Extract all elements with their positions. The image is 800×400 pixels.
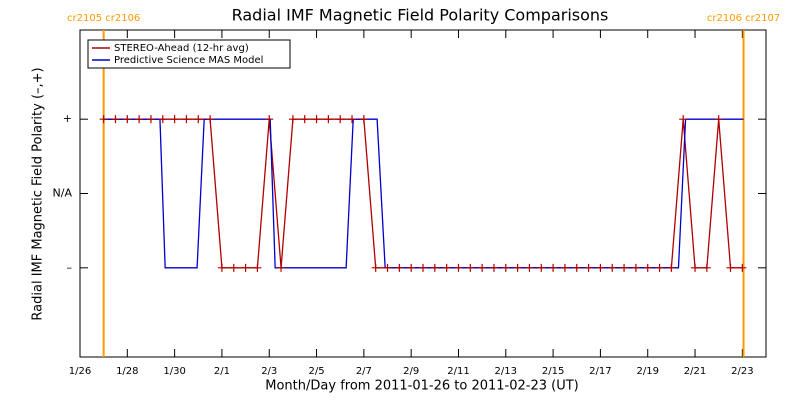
marker xyxy=(478,263,487,272)
marker xyxy=(714,115,723,124)
x-tick-label: 2/7 xyxy=(356,366,372,377)
legend-box xyxy=(87,39,291,69)
marker xyxy=(643,263,652,272)
marker xyxy=(359,115,368,124)
marker xyxy=(596,263,605,272)
x-tick-label: 2/13 xyxy=(495,366,517,377)
x-tick-label: 2/23 xyxy=(731,366,753,377)
x-tick-label: 1/26 xyxy=(69,366,91,377)
marker xyxy=(419,263,427,272)
marker xyxy=(253,263,262,272)
legend-label: STEREO-Ahead (12-hr avg) xyxy=(114,43,249,54)
marker xyxy=(146,115,155,124)
marker xyxy=(383,263,392,272)
carrington-label: cr2105 cr2106 xyxy=(67,13,140,24)
x-tick-label: 2/9 xyxy=(403,366,419,377)
marker xyxy=(691,263,700,272)
x-tick-label: 2/15 xyxy=(542,366,564,377)
marker xyxy=(182,115,191,124)
marker xyxy=(265,115,274,124)
marker xyxy=(217,263,226,272)
marker xyxy=(288,115,297,124)
marker xyxy=(336,115,345,124)
marker xyxy=(726,263,735,272)
marker xyxy=(371,263,380,272)
marker xyxy=(241,263,250,272)
marker xyxy=(348,115,357,124)
marker xyxy=(277,263,286,272)
marker xyxy=(560,263,569,272)
marker xyxy=(466,263,475,272)
marker xyxy=(489,263,498,272)
marker xyxy=(111,115,120,124)
carrington-label: cr2106 cr2107 xyxy=(707,13,780,24)
marker xyxy=(99,115,108,124)
marker xyxy=(123,115,132,124)
x-tick-label: 2/5 xyxy=(309,366,325,377)
marker xyxy=(324,115,333,124)
y-tick-label: – xyxy=(67,261,73,274)
marker xyxy=(513,263,522,272)
marker xyxy=(206,115,215,124)
marker xyxy=(679,115,688,124)
marker xyxy=(430,263,439,272)
marker xyxy=(549,263,558,272)
marker xyxy=(194,115,203,124)
marker xyxy=(312,115,321,124)
series-line xyxy=(103,118,744,269)
marker xyxy=(537,263,546,272)
y-tick-label: N/A xyxy=(53,187,73,200)
x-tick-label: 2/21 xyxy=(684,366,706,377)
marker xyxy=(620,263,629,272)
marker xyxy=(454,263,463,272)
x-tick-label: 2/19 xyxy=(636,366,658,377)
marker xyxy=(158,115,167,124)
marker xyxy=(667,263,676,272)
x-tick-label: 2/17 xyxy=(589,366,611,377)
marker xyxy=(738,263,747,272)
marker xyxy=(300,115,309,124)
x-tick-label: 2/1 xyxy=(214,366,230,377)
x-axis-label: Month/Day from 2011-01-26 to 2011-02-23 … xyxy=(265,379,578,394)
y-axis-label: Radial IMF Magnetic Field Polarity (–,+) xyxy=(31,67,46,320)
marker xyxy=(229,263,238,272)
marker xyxy=(501,263,510,272)
x-tick-label: 1/30 xyxy=(163,366,185,377)
x-tick-label: 2/3 xyxy=(261,366,277,377)
marker xyxy=(702,263,711,272)
marker xyxy=(525,263,534,272)
marker xyxy=(442,263,451,272)
x-tick-label: 1/28 xyxy=(116,366,138,377)
x-tick-label: 2/11 xyxy=(447,366,469,377)
legend-label: Predictive Science MAS Model xyxy=(114,55,263,66)
chart-title: Radial IMF Magnetic Field Polarity Compa… xyxy=(232,6,609,25)
marker xyxy=(135,115,144,124)
marker xyxy=(572,263,581,272)
marker xyxy=(608,263,617,272)
marker xyxy=(395,263,404,272)
y-tick-label: + xyxy=(63,112,72,125)
marker xyxy=(407,263,416,272)
marker xyxy=(584,263,593,272)
marker xyxy=(655,263,664,272)
marker xyxy=(631,263,640,272)
marker xyxy=(170,115,179,124)
